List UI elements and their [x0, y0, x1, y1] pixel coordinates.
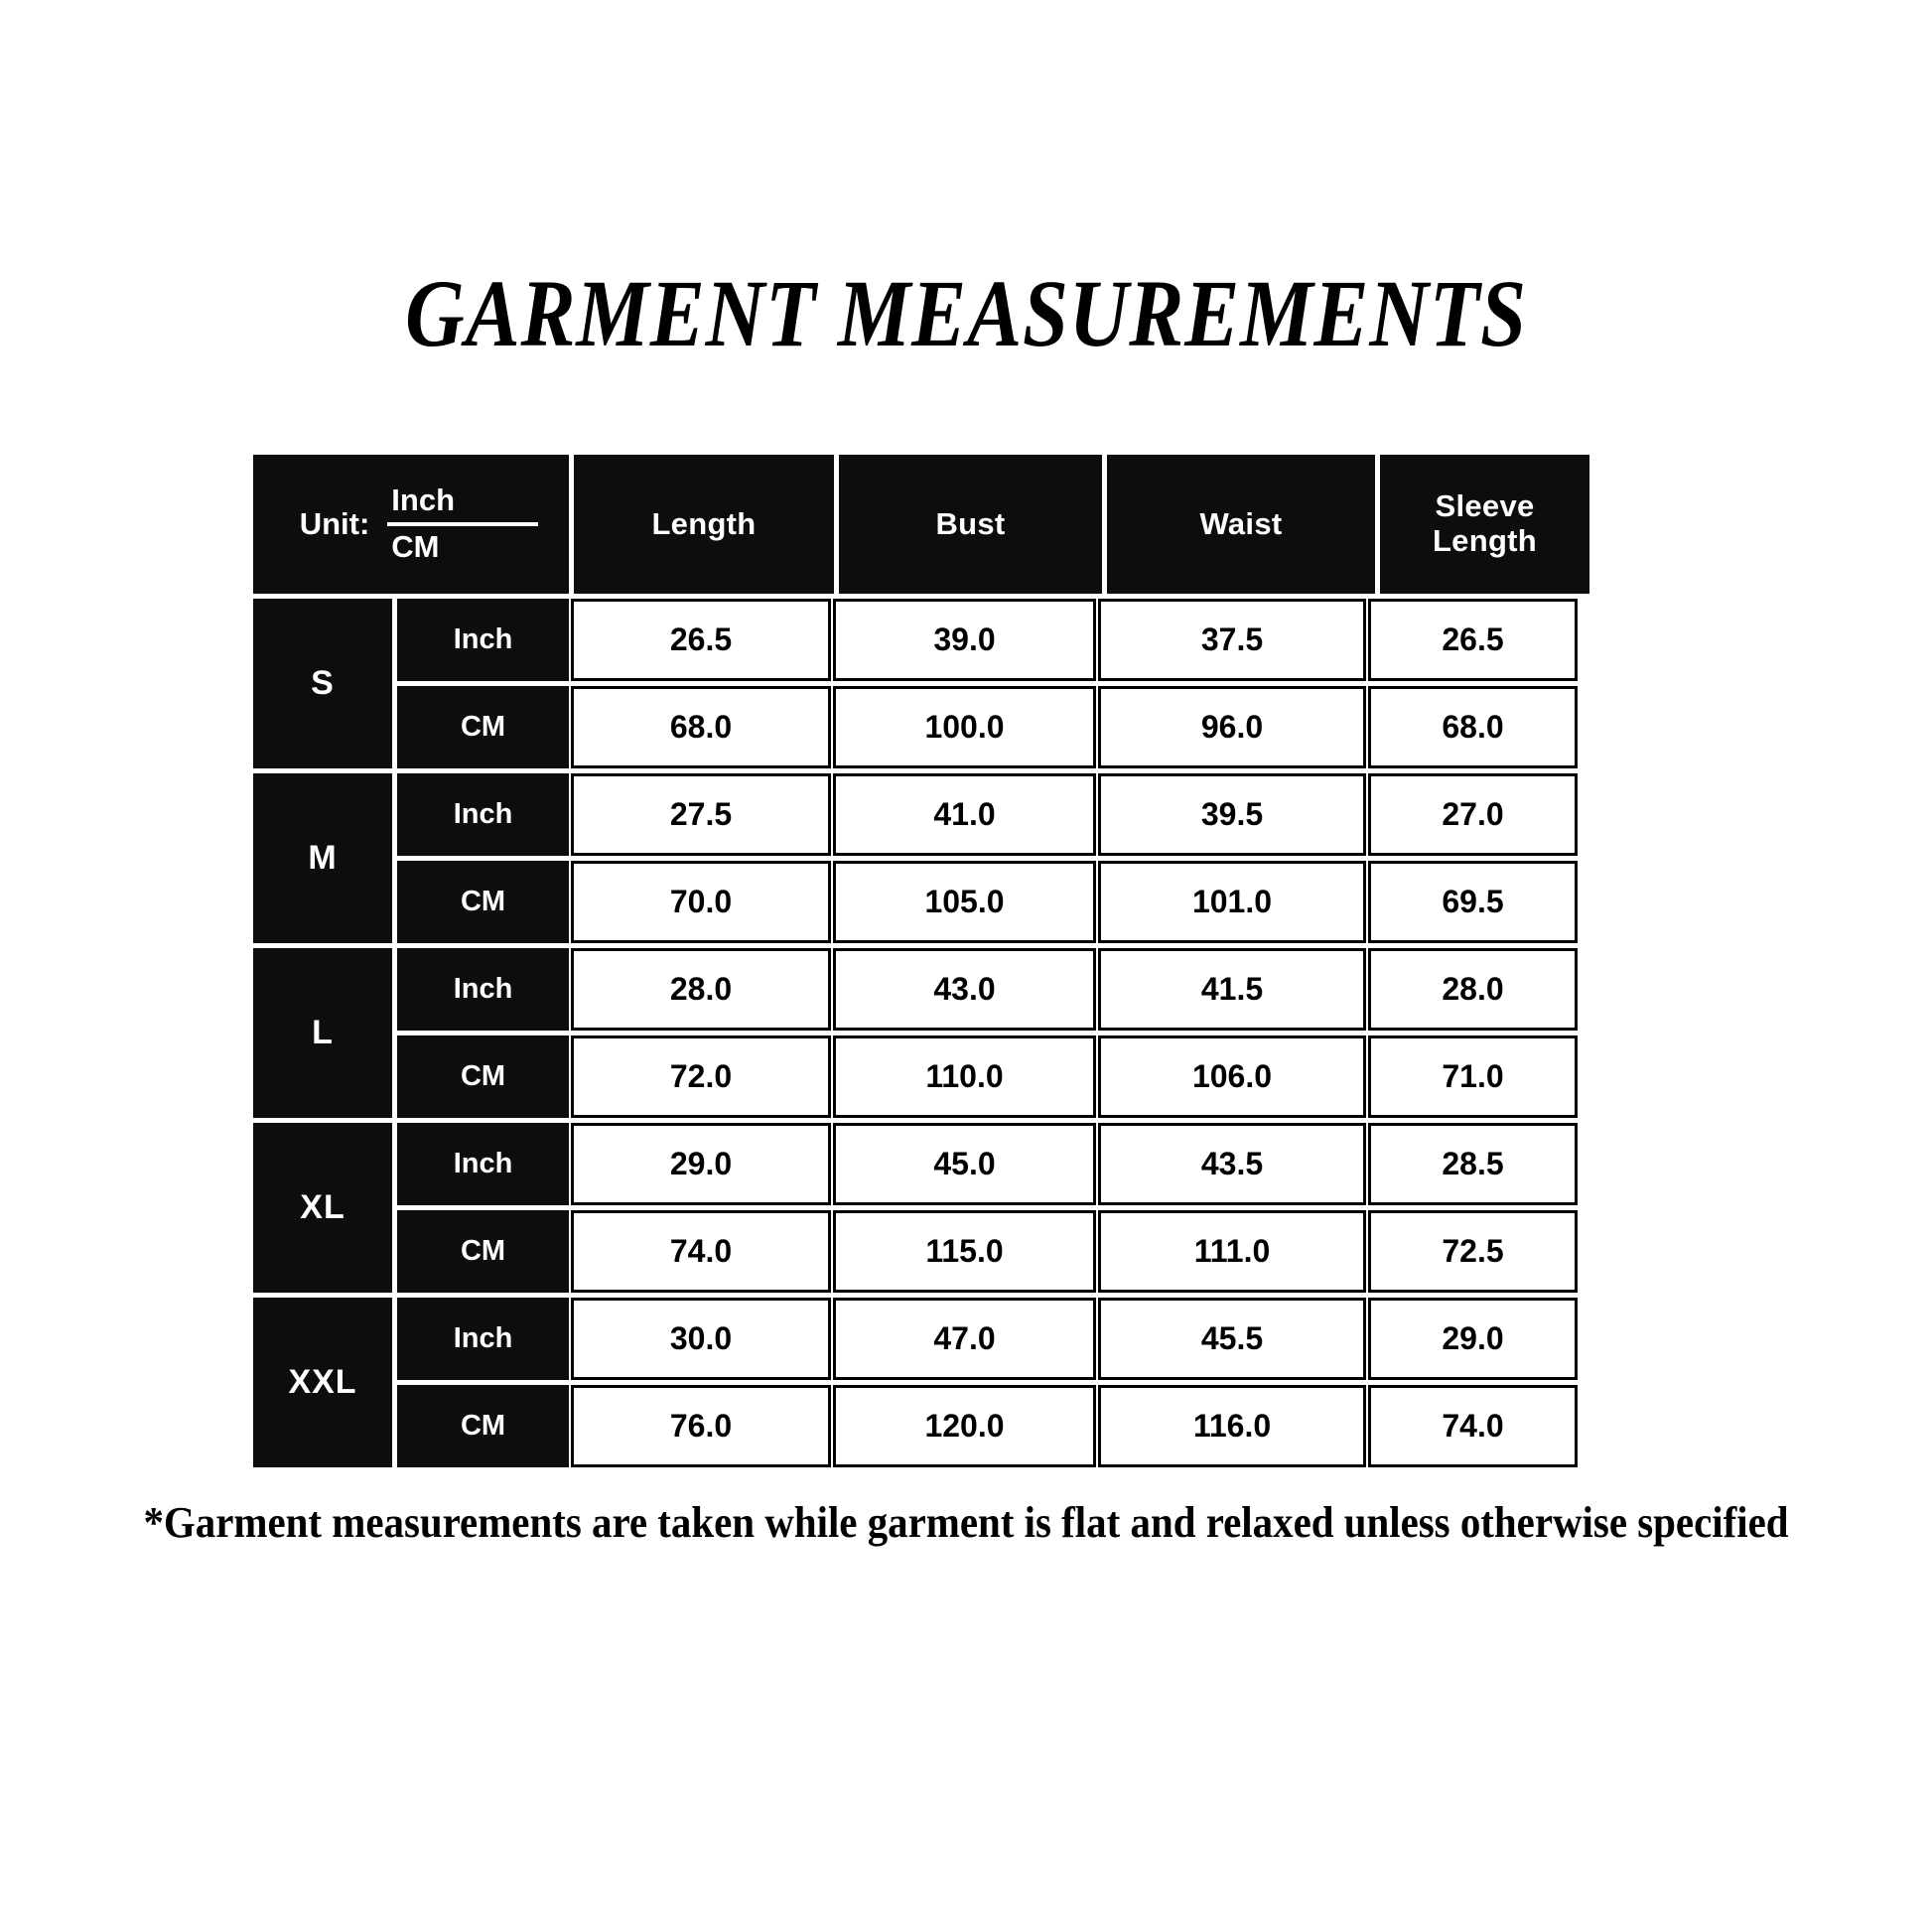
- header-sleeve-length: Sleeve Length: [1380, 455, 1589, 594]
- value-sleeve-length: 27.0: [1368, 773, 1578, 856]
- unit-fraction: Inch CM: [387, 483, 539, 564]
- header-bust: Bust: [839, 455, 1102, 594]
- unit-fraction-rule: [387, 522, 539, 526]
- size-subrows-l: Inch 28.0 43.0 41.5 28.0 CM 72.0 110.0 1…: [397, 948, 1589, 1118]
- value-sleeve-length: 74.0: [1368, 1385, 1578, 1467]
- subrow-cm: CM 70.0 105.0 101.0 69.5: [397, 861, 1589, 943]
- value-sleeve-length: 72.5: [1368, 1210, 1578, 1293]
- page-title: GARMENT MEASUREMENTS: [405, 260, 1527, 366]
- value-waist: 101.0: [1098, 861, 1366, 943]
- value-length: 68.0: [571, 686, 831, 768]
- value-length: 29.0: [571, 1123, 831, 1205]
- value-length: 26.5: [571, 599, 831, 681]
- unit-cell-inch: Inch: [397, 599, 569, 681]
- subrow-inch: Inch 28.0 43.0 41.5 28.0: [397, 948, 1589, 1031]
- subrow-cm: CM 74.0 115.0 111.0 72.5: [397, 1210, 1589, 1293]
- size-label-s: S: [253, 599, 392, 768]
- value-waist: 41.5: [1098, 948, 1366, 1031]
- value-bust: 110.0: [833, 1035, 1096, 1118]
- garment-measurements-table: Unit: Inch CM Length Bust Waist Sleeve L…: [253, 455, 1589, 1467]
- value-sleeve-length: 28.0: [1368, 948, 1578, 1031]
- size-label-m: M: [253, 773, 392, 943]
- value-length: 70.0: [571, 861, 831, 943]
- size-subrows-s: Inch 26.5 39.0 37.5 26.5 CM 68.0 100.0 9…: [397, 599, 1589, 768]
- value-sleeve-length: 71.0: [1368, 1035, 1578, 1118]
- value-waist: 106.0: [1098, 1035, 1366, 1118]
- header-waist: Waist: [1107, 455, 1375, 594]
- subrow-inch: Inch 27.5 41.0 39.5 27.0: [397, 773, 1589, 856]
- subrow-cm: CM 72.0 110.0 106.0 71.0: [397, 1035, 1589, 1118]
- value-waist: 111.0: [1098, 1210, 1366, 1293]
- value-sleeve-length: 29.0: [1368, 1298, 1578, 1380]
- value-bust: 115.0: [833, 1210, 1096, 1293]
- unit-cell-cm: CM: [397, 1035, 569, 1118]
- value-bust: 47.0: [833, 1298, 1096, 1380]
- table-row: L Inch 28.0 43.0 41.5 28.0 CM 72.0 110.0…: [253, 948, 1589, 1118]
- value-bust: 120.0: [833, 1385, 1096, 1467]
- table-row: M Inch 27.5 41.0 39.5 27.0 CM 70.0 105.0…: [253, 773, 1589, 943]
- header-length: Length: [574, 455, 834, 594]
- header-unit-cell: Unit: Inch CM: [253, 455, 569, 594]
- table-grid: Unit: Inch CM Length Bust Waist Sleeve L…: [253, 455, 1589, 1467]
- size-subrows-xxl: Inch 30.0 47.0 45.5 29.0 CM 76.0 120.0 1…: [397, 1298, 1589, 1467]
- value-sleeve-length: 69.5: [1368, 861, 1578, 943]
- size-subrows-m: Inch 27.5 41.0 39.5 27.0 CM 70.0 105.0 1…: [397, 773, 1589, 943]
- unit-cell-cm: CM: [397, 686, 569, 768]
- unit-cell-cm: CM: [397, 1210, 569, 1293]
- size-label-l: L: [253, 948, 392, 1118]
- value-waist: 37.5: [1098, 599, 1366, 681]
- unit-numerator: Inch: [391, 483, 456, 518]
- subrow-inch: Inch 26.5 39.0 37.5 26.5: [397, 599, 1589, 681]
- value-bust: 45.0: [833, 1123, 1096, 1205]
- value-sleeve-length: 68.0: [1368, 686, 1578, 768]
- value-waist: 45.5: [1098, 1298, 1366, 1380]
- unit-cell-inch: Inch: [397, 773, 569, 856]
- subrow-inch: Inch 30.0 47.0 45.5 29.0: [397, 1298, 1589, 1380]
- subrow-cm: CM 76.0 120.0 116.0 74.0: [397, 1385, 1589, 1467]
- value-bust: 41.0: [833, 773, 1096, 856]
- value-length: 30.0: [571, 1298, 831, 1380]
- size-label-xxl: XXL: [253, 1298, 392, 1467]
- value-sleeve-length: 26.5: [1368, 599, 1578, 681]
- unit-cell-inch: Inch: [397, 1123, 569, 1205]
- unit-label: Unit:: [299, 506, 370, 541]
- size-subrows-xl: Inch 29.0 45.0 43.5 28.5 CM 74.0 115.0 1…: [397, 1123, 1589, 1293]
- value-sleeve-length: 28.5: [1368, 1123, 1578, 1205]
- value-waist: 116.0: [1098, 1385, 1366, 1467]
- value-waist: 39.5: [1098, 773, 1366, 856]
- table-row: XXL Inch 30.0 47.0 45.5 29.0 CM 76.0 120…: [253, 1298, 1589, 1467]
- value-bust: 100.0: [833, 686, 1096, 768]
- value-bust: 43.0: [833, 948, 1096, 1031]
- value-length: 74.0: [571, 1210, 831, 1293]
- value-length: 27.5: [571, 773, 831, 856]
- unit-cell-cm: CM: [397, 1385, 569, 1467]
- value-waist: 96.0: [1098, 686, 1366, 768]
- value-waist: 43.5: [1098, 1123, 1366, 1205]
- table-row: XL Inch 29.0 45.0 43.5 28.5 CM 74.0 115.…: [253, 1123, 1589, 1293]
- table-row: S Inch 26.5 39.0 37.5 26.5 CM 68.0 100.0…: [253, 599, 1589, 768]
- value-bust: 39.0: [833, 599, 1096, 681]
- unit-cell-inch: Inch: [397, 1298, 569, 1380]
- value-length: 76.0: [571, 1385, 831, 1467]
- unit-cell-cm: CM: [397, 861, 569, 943]
- subrow-cm: CM 68.0 100.0 96.0 68.0: [397, 686, 1589, 768]
- unit-cell-inch: Inch: [397, 948, 569, 1031]
- value-bust: 105.0: [833, 861, 1096, 943]
- unit-denominator: CM: [391, 529, 440, 564]
- size-label-xl: XL: [253, 1123, 392, 1293]
- measurement-footnote: *Garment measurements are taken while ga…: [143, 1498, 1789, 1547]
- value-length: 28.0: [571, 948, 831, 1031]
- subrow-inch: Inch 29.0 45.0 43.5 28.5: [397, 1123, 1589, 1205]
- value-length: 72.0: [571, 1035, 831, 1118]
- table-header-row: Unit: Inch CM Length Bust Waist Sleeve L…: [253, 455, 1589, 594]
